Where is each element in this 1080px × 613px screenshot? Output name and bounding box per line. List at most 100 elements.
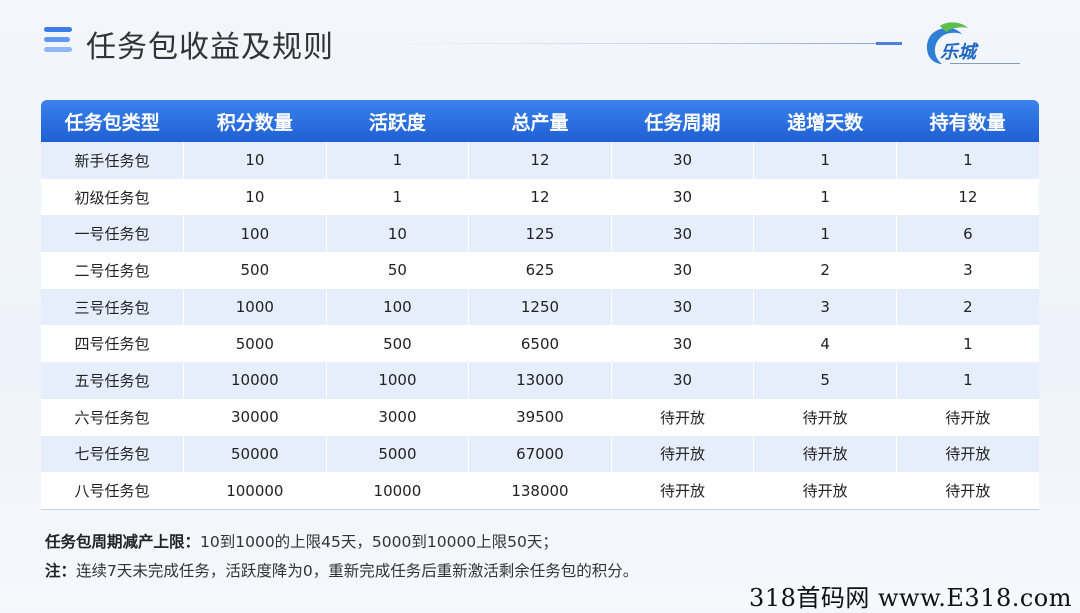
cell-activity: 5000 [326,435,470,473]
cell-increment-days: 3 [753,288,897,326]
cell-holding: 待开放 [896,435,1039,473]
cell-activity: 500 [326,325,470,363]
logo-text: 乐城 [940,42,976,63]
cell-points: 5000 [183,325,327,363]
table-row: 四号任务包 5000 500 6500 30 4 1 [41,325,1039,363]
cell-increment-days: 5 [753,362,897,399]
cell-points: 100 [183,215,327,253]
title-divider-accent [876,42,902,45]
cell-cycle: 30 [611,215,755,253]
cell-type: 一号任务包 [41,215,185,253]
table-header-row: 任务包类型 积分数量 活跃度 总产量 任务周期 递增天数 持有数量 [41,100,1039,142]
note-label: 注： [45,562,77,580]
cell-total-output: 13000 [468,362,612,399]
cell-cycle: 30 [611,288,755,326]
cell-total-output: 1250 [468,288,612,326]
cell-total-output: 125 [468,215,612,253]
rules-section: 任务包周期减产上限：10到1000的上限45天，5000到10000上限50天；… [45,528,638,586]
cell-increment-days: 4 [753,325,897,363]
column-header-type: 任务包类型 [41,100,184,142]
cell-points: 500 [183,252,327,289]
rule-line-cap: 任务包周期减产上限：10到1000的上限45天，5000到10000上限50天； [45,528,638,557]
cell-total-output: 12 [468,142,612,179]
cell-holding: 1 [896,142,1039,179]
table-row: 三号任务包 1000 100 1250 30 3 2 [41,288,1039,326]
cell-activity: 3000 [326,398,470,436]
rule-line-note: 注：连续7天未完成任务，活跃度降为0，重新完成任务后重新激活剩余任务包的积分。 [45,557,638,586]
cell-points: 100000 [183,472,327,510]
cell-points: 1000 [183,288,327,326]
cell-holding: 6 [896,215,1039,253]
cell-holding: 2 [896,288,1039,326]
menu-list-icon [44,27,72,57]
cell-total-output: 12 [468,178,612,216]
column-header-cycle: 任务周期 [611,100,754,142]
cell-cycle: 30 [611,142,755,179]
cell-points: 10 [183,178,327,216]
table-row: 五号任务包 10000 1000 13000 30 5 1 [41,362,1039,399]
cell-activity: 100 [326,288,470,326]
cell-cycle: 30 [611,178,755,216]
brand-logo: 乐城 [918,20,1028,70]
cell-holding: 3 [896,252,1039,289]
cell-type: 四号任务包 [41,325,185,363]
cell-holding: 12 [896,178,1039,216]
cell-type: 七号任务包 [41,435,185,473]
column-header-activity: 活跃度 [326,100,469,142]
cell-cycle: 30 [611,325,755,363]
cell-type: 二号任务包 [41,252,185,289]
table-row: 一号任务包 100 10 125 30 1 6 [41,215,1039,253]
cell-type: 三号任务包 [41,288,185,326]
cell-total-output: 67000 [468,435,612,473]
cell-holding: 待开放 [896,472,1039,510]
table-row: 八号任务包 100000 10000 138000 待开放 待开放 待开放 [41,472,1039,510]
cell-increment-days: 待开放 [753,398,897,436]
leaf-swoosh-icon [926,22,968,64]
cell-points: 50000 [183,435,327,473]
cell-type: 八号任务包 [41,472,185,510]
cell-activity: 10 [326,215,470,253]
column-header-points: 积分数量 [183,100,327,142]
cell-type: 五号任务包 [41,362,185,399]
table-row: 六号任务包 30000 3000 39500 待开放 待开放 待开放 [41,398,1039,436]
site-watermark: 318首码网 www.E318.com [749,584,1072,612]
rule-label: 任务包周期减产上限： [45,533,201,551]
table-row: 七号任务包 50000 5000 67000 待开放 待开放 待开放 [41,435,1039,473]
cell-cycle: 待开放 [611,435,755,473]
table-row: 二号任务包 500 50 625 30 2 3 [41,252,1039,289]
cell-cycle: 待开放 [611,472,755,510]
cell-activity: 1 [326,142,470,179]
cell-cycle: 30 [611,252,755,289]
cell-type: 初级任务包 [41,178,185,216]
task-package-table: 任务包类型 积分数量 活跃度 总产量 任务周期 递增天数 持有数量 新手任务包 1… [41,100,1039,510]
cell-increment-days: 待开放 [753,435,897,473]
rule-text: 10到1000的上限45天，5000到10000上限50天； [200,533,558,551]
column-header-increment-days: 递增天数 [753,100,897,142]
cell-increment-days: 待开放 [753,472,897,510]
cell-increment-days: 2 [753,252,897,289]
note-text: 连续7天未完成任务，活跃度降为0，重新完成任务后重新激活剩余任务包的积分。 [76,562,639,580]
title-divider [380,43,900,44]
cell-activity: 1000 [326,362,470,399]
cell-holding: 待开放 [896,398,1039,436]
logo-underline [950,63,1020,64]
table-row: 新手任务包 10 1 12 30 1 1 [41,142,1039,179]
cell-increment-days: 1 [753,215,897,253]
cell-points: 10 [183,142,327,179]
cell-activity: 1 [326,178,470,216]
cell-total-output: 138000 [468,472,612,510]
cell-total-output: 6500 [468,325,612,363]
cell-points: 10000 [183,362,327,399]
cell-points: 30000 [183,398,327,436]
cell-cycle: 30 [611,362,755,399]
cell-type: 六号任务包 [41,398,185,436]
column-header-total-output: 总产量 [468,100,612,142]
table-row: 初级任务包 10 1 12 30 1 12 [41,178,1039,216]
column-header-holding: 持有数量 [896,100,1039,142]
cell-activity: 50 [326,252,470,289]
cell-total-output: 39500 [468,398,612,436]
cell-holding: 1 [896,362,1039,399]
cell-activity: 10000 [326,472,470,510]
page-title: 任务包收益及规则 [86,30,334,65]
cell-increment-days: 1 [753,178,897,216]
